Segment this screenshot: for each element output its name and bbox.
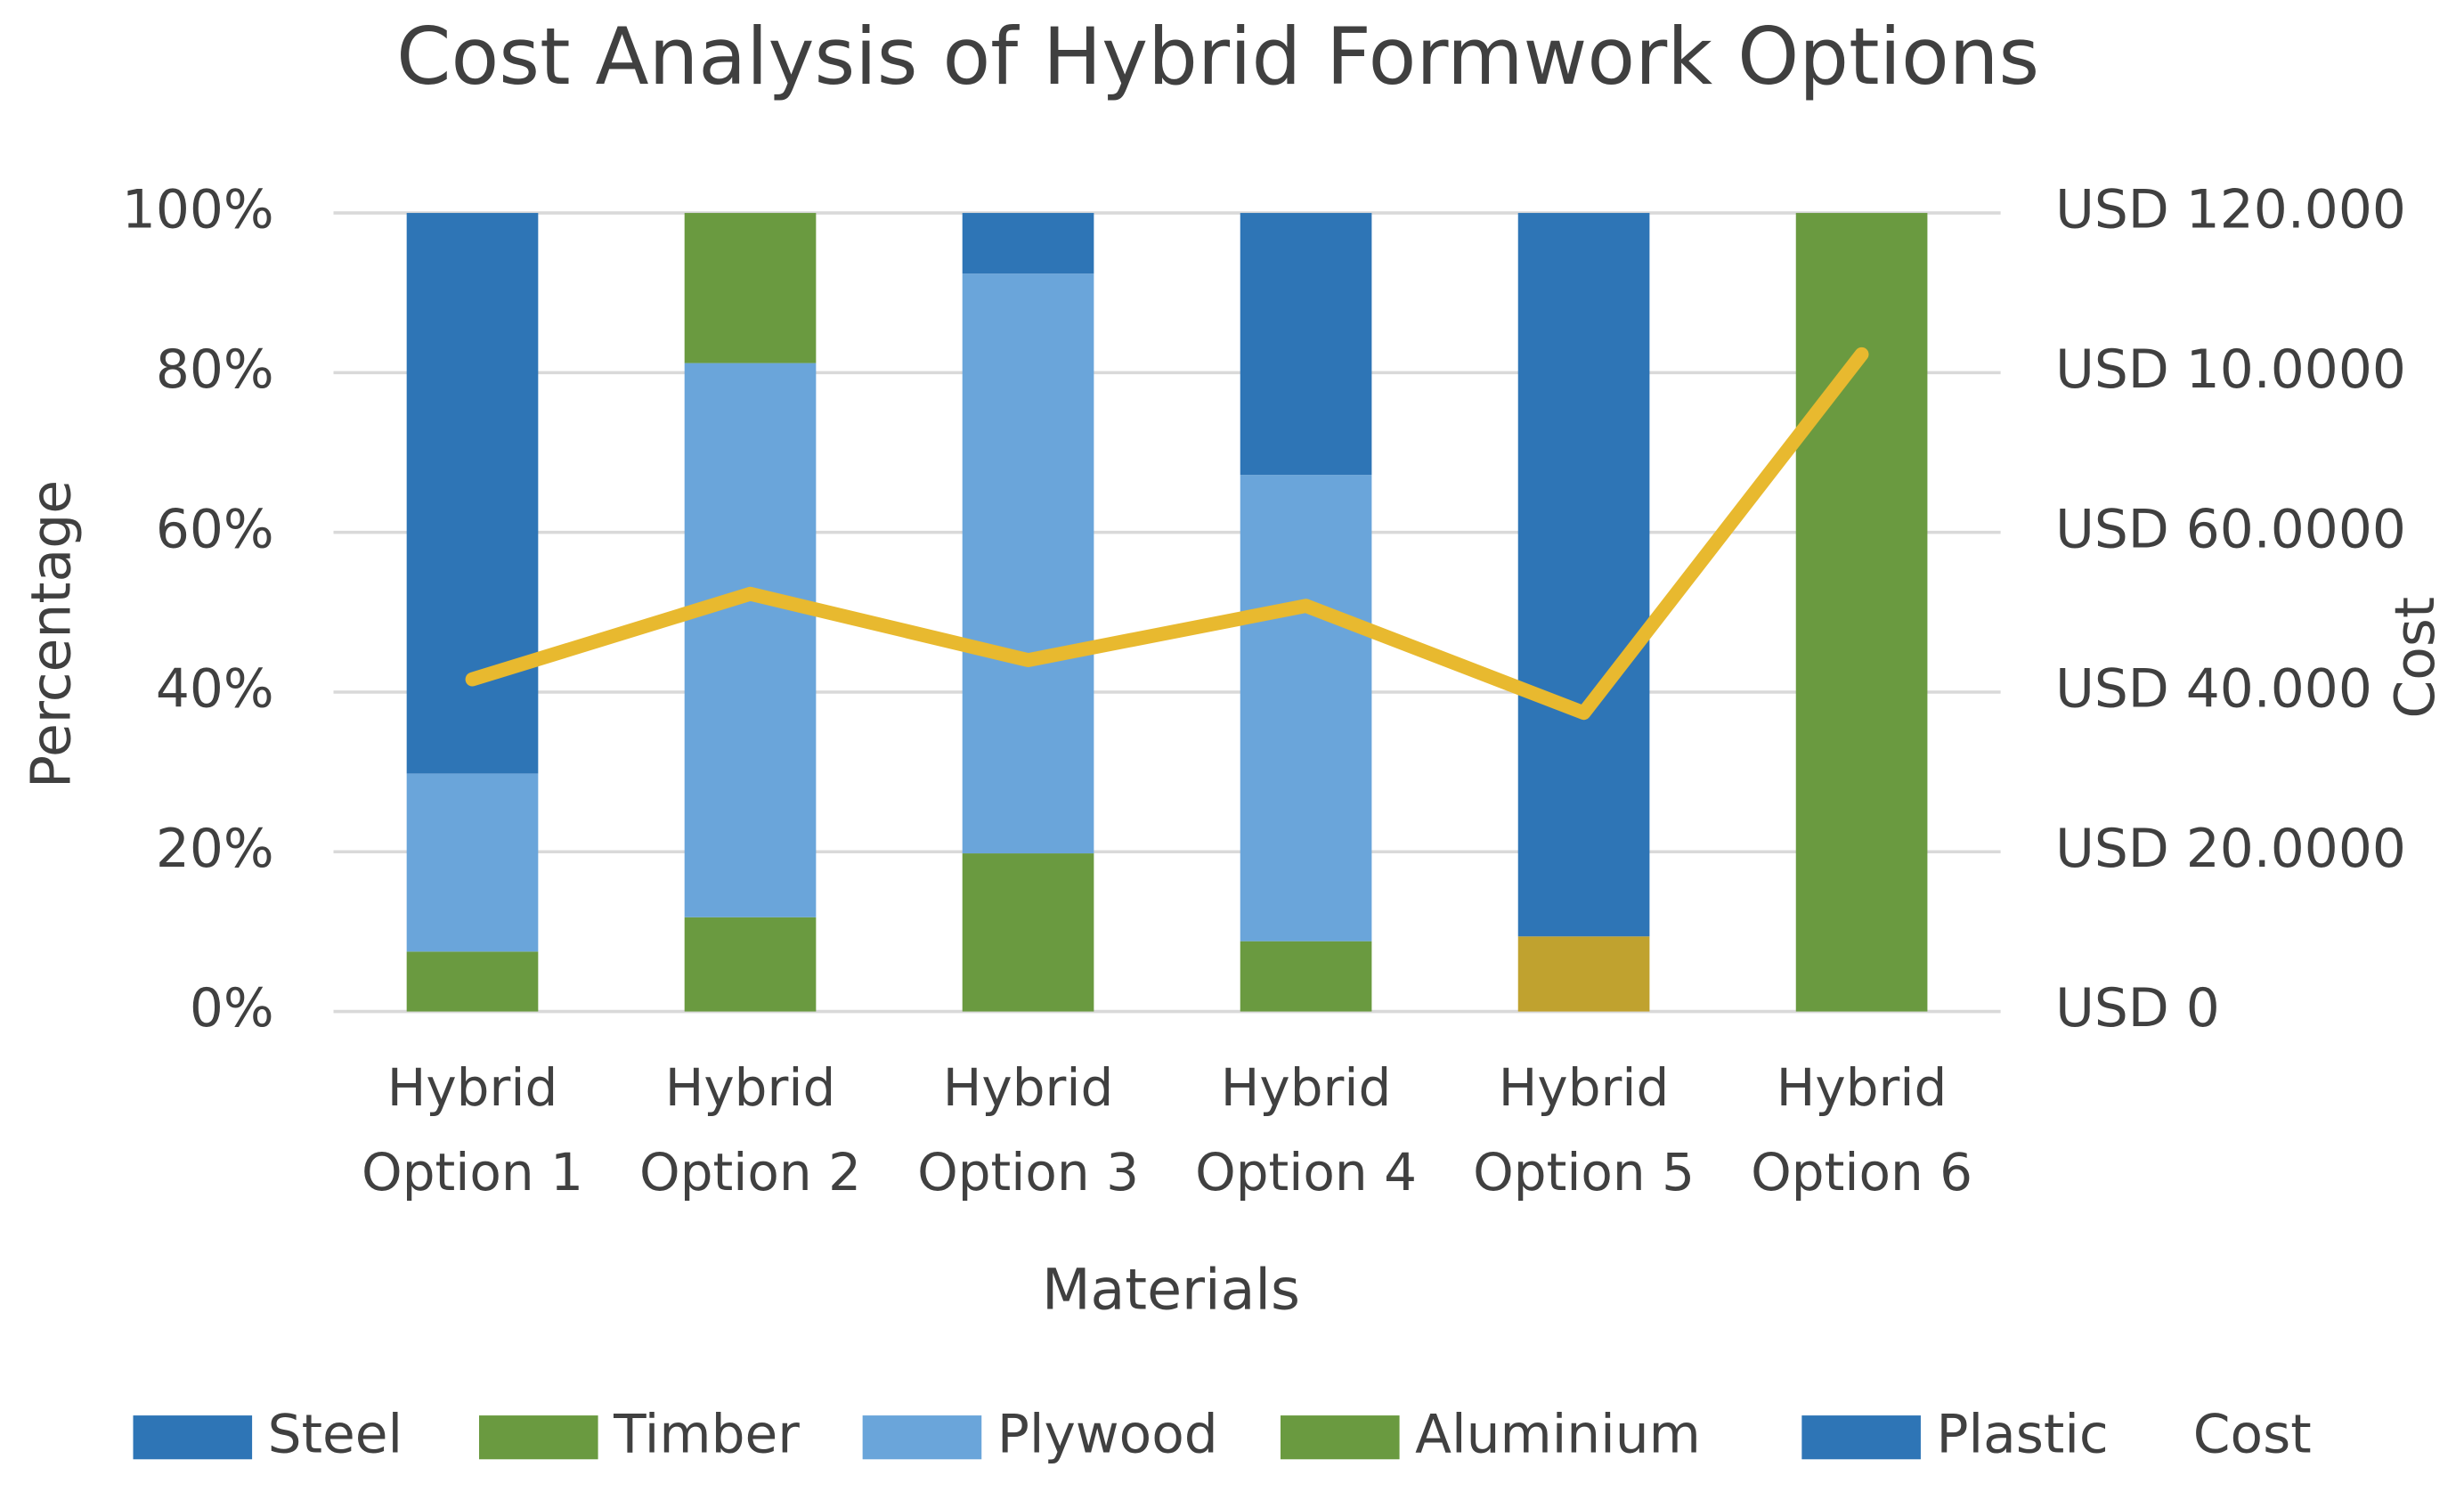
y-tick-label: 100% — [122, 180, 274, 241]
x-tick-label: Hybrid Option 3 — [917, 1056, 1140, 1203]
y-tick-label: 40% — [156, 659, 274, 721]
bar-segment — [962, 273, 1094, 854]
legend-swatch — [133, 1415, 253, 1460]
y2-tick-label: USD 0 — [2055, 978, 2220, 1039]
bar-segment — [1240, 213, 1372, 476]
x-tick-label: Hybrid Option 1 — [362, 1056, 583, 1203]
y-axis-title: Percentage — [20, 480, 84, 788]
x-tick-label: Hybrid Option 4 — [1195, 1056, 1418, 1203]
legend-label: Plastic — [1937, 1404, 2109, 1465]
x-tick-label-box: Hybrid Option 2 — [639, 1056, 862, 1203]
y-tick-label: 60% — [156, 499, 274, 560]
bar-segment — [406, 951, 539, 1012]
cost-line — [465, 346, 1869, 721]
bar-segment — [406, 213, 539, 774]
bar-segment — [684, 917, 817, 1012]
y2-tick-label: USD 40.000 — [2055, 659, 2372, 721]
legend-swatch — [862, 1415, 982, 1460]
bar-segment — [684, 363, 817, 917]
bar-segment — [684, 213, 817, 363]
bar-segment — [1795, 213, 1928, 1012]
x-tick-label: Hybrid Option 5 — [1473, 1056, 1696, 1203]
bar-segment — [1240, 475, 1372, 942]
x-axis-title: Materials — [1042, 1257, 1300, 1323]
y2-tick-label: USD 120.000 — [2055, 180, 2406, 241]
y2-tick-label: USD 10.0000 — [2055, 339, 2406, 401]
legend-label: Aluminium — [1415, 1404, 1701, 1465]
bar-segment — [962, 853, 1094, 1012]
legend-label: Plywood — [997, 1404, 1218, 1465]
legend-swatch — [1280, 1415, 1400, 1460]
legend-label: Timber — [613, 1404, 800, 1465]
bar-segment — [1240, 941, 1372, 1012]
y2-axis-title: Cost — [2383, 597, 2447, 719]
y-tick-label: 0% — [190, 978, 274, 1039]
x-tick-label-box: Hybrid Option 6 — [1751, 1056, 1973, 1203]
y2-tick-label: USD 20.0000 — [2055, 819, 2406, 880]
x-tick-label-box: Hybrid Option 1 — [362, 1056, 583, 1203]
bar-segment — [1517, 936, 1650, 1012]
x-tick-label-box: Hybrid Option 4 — [1195, 1056, 1418, 1203]
legend-label: Cost — [2193, 1404, 2312, 1465]
legend-swatch — [1801, 1415, 1921, 1460]
y2-tick-label: USD 60.0000 — [2055, 499, 2406, 560]
bar-segment — [962, 213, 1094, 274]
legend-label: Steel — [268, 1404, 403, 1465]
legend-swatch — [478, 1415, 598, 1460]
bar-segment — [406, 773, 539, 952]
x-tick-label-box: Hybrid Option 3 — [917, 1056, 1140, 1203]
y-tick-label: 20% — [156, 819, 274, 880]
chart-title: Cost Analysis of Hybrid Formwork Options — [396, 11, 2039, 102]
x-tick-label-box: Hybrid Option 5 — [1473, 1056, 1696, 1203]
y-tick-label: 80% — [156, 339, 274, 401]
bar-segment — [1517, 213, 1650, 937]
x-tick-label: Hybrid Option 2 — [639, 1056, 862, 1203]
x-tick-label: Hybrid Option 6 — [1751, 1056, 1973, 1203]
